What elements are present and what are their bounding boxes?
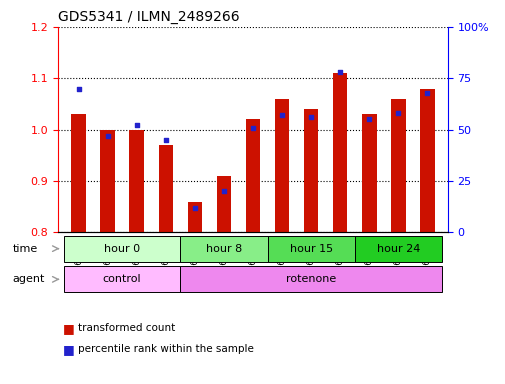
Point: [423, 89, 431, 96]
Text: hour 15: hour 15: [289, 243, 332, 254]
Bar: [129, 130, 144, 232]
Bar: [390, 99, 405, 232]
Text: agent: agent: [13, 274, 45, 285]
Bar: [245, 119, 260, 232]
Text: transformed count: transformed count: [78, 323, 175, 333]
Point: [307, 114, 315, 120]
Bar: [419, 88, 434, 232]
Text: time: time: [13, 243, 38, 254]
Point: [74, 85, 82, 91]
Text: GDS5341 / ILMN_2489266: GDS5341 / ILMN_2489266: [58, 10, 239, 25]
Point: [335, 69, 343, 75]
Bar: [332, 73, 347, 232]
Bar: [354, 236, 441, 262]
Text: control: control: [103, 274, 141, 285]
Bar: [64, 236, 180, 262]
Point: [104, 133, 112, 139]
Bar: [187, 202, 201, 232]
Bar: [274, 99, 289, 232]
Point: [190, 205, 198, 211]
Bar: [180, 266, 441, 292]
Point: [162, 137, 170, 143]
Text: ■: ■: [63, 322, 75, 335]
Text: ■: ■: [63, 343, 75, 356]
Bar: [267, 236, 354, 262]
Point: [365, 116, 373, 122]
Bar: [304, 109, 318, 232]
Bar: [158, 145, 173, 232]
Bar: [100, 130, 115, 232]
Text: percentile rank within the sample: percentile rank within the sample: [78, 344, 254, 354]
Bar: [361, 114, 376, 232]
Point: [132, 122, 140, 129]
Bar: [64, 266, 180, 292]
Text: hour 8: hour 8: [206, 243, 241, 254]
Bar: [180, 236, 267, 262]
Point: [220, 188, 228, 194]
Point: [277, 112, 285, 118]
Bar: [71, 114, 86, 232]
Text: rotenone: rotenone: [285, 274, 336, 285]
Point: [393, 110, 401, 116]
Text: hour 0: hour 0: [104, 243, 140, 254]
Text: hour 24: hour 24: [376, 243, 419, 254]
Bar: [216, 176, 231, 232]
Point: [248, 124, 257, 131]
